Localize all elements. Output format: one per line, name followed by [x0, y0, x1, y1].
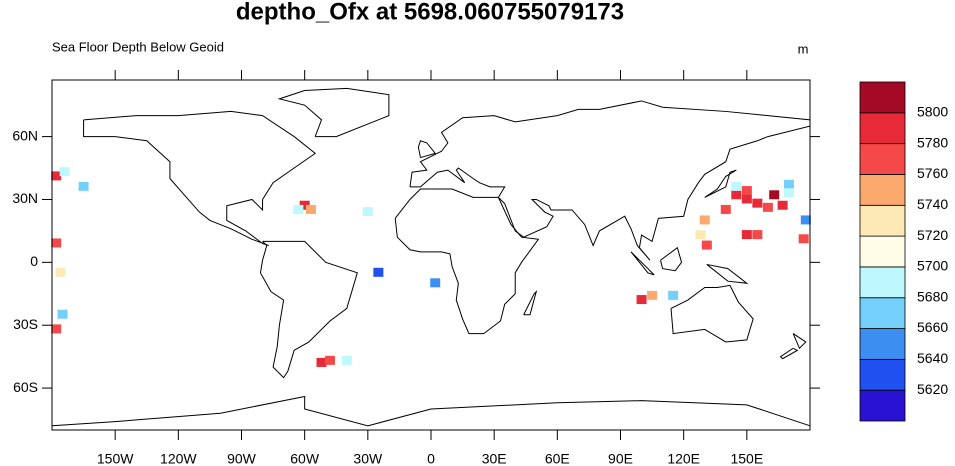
data-cell — [783, 188, 794, 198]
data-cell — [78, 181, 89, 191]
colorbar-label: 5640 — [917, 350, 948, 366]
colorbar-box — [859, 112, 906, 145]
y-tick-label: 30S — [13, 316, 38, 332]
colorbar-box — [859, 235, 906, 268]
coastline — [704, 169, 737, 198]
data-cell — [636, 295, 647, 305]
coastline — [792, 333, 807, 350]
colorbar-label: 5700 — [917, 258, 948, 274]
y-tick-label: 0 — [30, 253, 38, 269]
data-cell — [741, 186, 752, 196]
x-tick-label: 120W — [160, 451, 197, 466]
x-tick-label: 150E — [730, 451, 763, 466]
y-tick-label: 30N — [12, 190, 38, 206]
coastline — [51, 395, 811, 427]
data-cell — [316, 357, 327, 367]
colorbar-label: 5720 — [917, 227, 948, 243]
colorbar-label: 5800 — [917, 104, 948, 120]
data-cell — [668, 290, 679, 300]
data-cell — [762, 202, 773, 212]
data-cell — [741, 194, 752, 204]
coastline — [417, 140, 437, 159]
data-cell — [752, 230, 763, 240]
data-cell — [769, 190, 780, 200]
y-tick-label: 60S — [13, 379, 38, 395]
data-cell — [57, 309, 68, 319]
x-tick-label: 30E — [482, 451, 507, 466]
y-tick-label: 60N — [12, 127, 38, 143]
coastline — [630, 251, 655, 276]
coastline — [277, 87, 390, 138]
data-cell — [800, 215, 811, 225]
data-cell — [55, 267, 66, 277]
colorbar-label: 5680 — [917, 288, 948, 304]
map-frame — [51, 79, 811, 431]
coastline — [409, 100, 811, 261]
units: m — [798, 41, 809, 56]
colorbar-box — [859, 143, 906, 175]
x-tick-label: 90W — [227, 451, 257, 466]
data-cell — [741, 230, 752, 240]
colorbar-label: 5620 — [917, 381, 948, 397]
coastline — [394, 188, 540, 335]
data-cell — [430, 278, 441, 288]
data-cell — [324, 355, 335, 365]
colorbar-box — [859, 328, 906, 360]
data-cell — [293, 204, 304, 214]
data-cell — [783, 179, 794, 189]
data-cell — [701, 240, 712, 250]
coastline — [83, 110, 317, 247]
data-cell — [373, 267, 384, 277]
coastline — [706, 263, 749, 284]
coastline — [660, 246, 683, 272]
x-tick-label: 90E — [608, 451, 633, 466]
colorbar-label: 5660 — [917, 319, 948, 335]
x-tick-label: 150W — [97, 451, 134, 466]
colorbar-label: 5740 — [917, 196, 948, 212]
title: deptho_Ofx at 5698.060755079173 — [236, 0, 624, 25]
data-cell — [798, 234, 809, 244]
colorbar-box — [859, 204, 906, 237]
colorbar-box — [859, 266, 906, 299]
x-tick-label: 30W — [353, 451, 383, 466]
data-cell — [752, 198, 763, 208]
colorbar-box — [859, 297, 906, 329]
data-cell — [51, 238, 62, 248]
x-tick-label: 60E — [545, 451, 570, 466]
colorbar-box — [859, 174, 906, 206]
data-cell — [720, 204, 731, 214]
coastline — [259, 240, 358, 379]
data-cell — [731, 190, 742, 200]
colorbar-box — [859, 389, 906, 422]
subtitle: Sea Floor Depth Below Geoid — [52, 39, 224, 54]
data-cell — [362, 207, 373, 217]
x-tick-label: 0 — [427, 451, 435, 466]
x-tick-label: 60W — [290, 451, 320, 466]
coastline — [523, 289, 538, 316]
data-cell — [731, 181, 742, 191]
data-cell — [647, 290, 658, 300]
data-cell — [59, 167, 70, 177]
coastline — [779, 347, 799, 360]
coastline — [670, 284, 754, 343]
data-cell — [51, 171, 62, 181]
x-tick-label: 120E — [667, 451, 700, 466]
colorbar-box — [859, 358, 906, 391]
colorbar-label: 5760 — [917, 165, 948, 181]
data-cell — [299, 200, 310, 210]
data-cell — [341, 355, 352, 365]
data-cell — [51, 324, 62, 334]
data-cell — [699, 215, 710, 225]
colorbar-box — [859, 81, 906, 114]
data-cell — [305, 204, 316, 214]
data-cell — [777, 200, 788, 210]
colorbar-label: 5780 — [917, 134, 948, 150]
data-cell — [695, 230, 706, 240]
